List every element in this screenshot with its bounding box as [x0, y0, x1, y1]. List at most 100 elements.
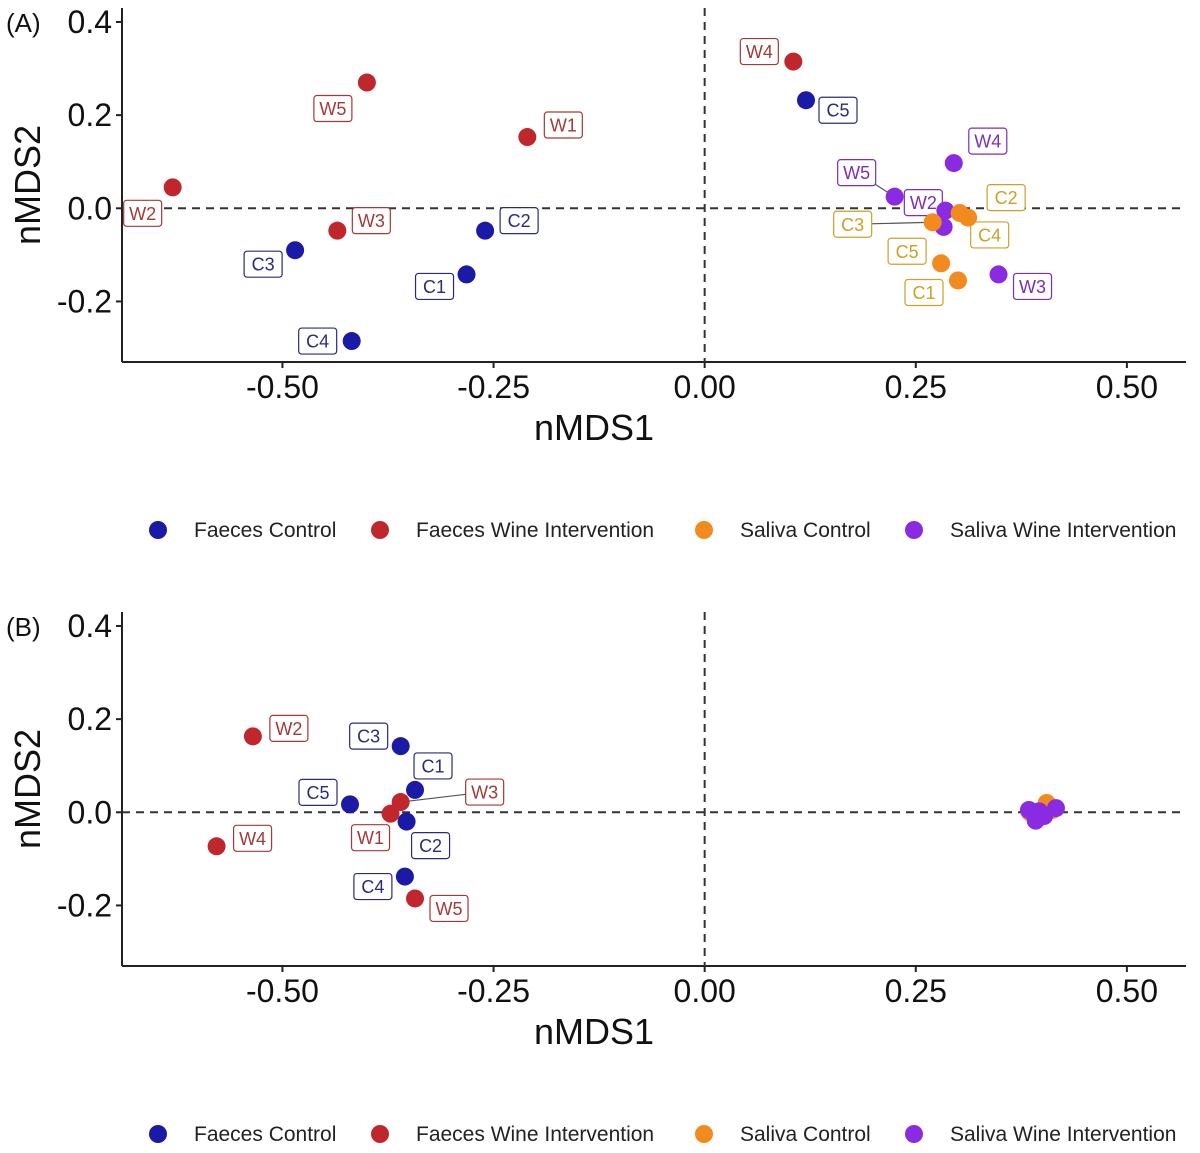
data-point-saliva-wine — [1046, 799, 1065, 818]
data-point-faeces-control — [406, 780, 425, 799]
point-label-box — [968, 127, 1008, 155]
x-tick-label: 0.25 — [885, 369, 947, 405]
legend-marker-saliva-control — [695, 1125, 713, 1143]
point-label: C3 — [357, 727, 380, 747]
data-point-faeces-wine — [328, 221, 347, 240]
point-label: C4 — [978, 225, 1001, 245]
point-label: C1 — [422, 756, 445, 776]
data-point-faeces-wine — [357, 73, 376, 92]
point-label: W3 — [1019, 277, 1046, 297]
data-point-faeces-wine — [381, 804, 400, 823]
data-point-faeces-control — [391, 737, 410, 756]
point-label: C2 — [508, 211, 531, 231]
legend-label: Faeces Wine Intervention — [416, 519, 654, 542]
legend-marker-saliva-control — [695, 521, 713, 539]
data-point-faeces-wine — [518, 128, 537, 147]
y-axis-title: nMDS2 — [7, 125, 48, 245]
legend-label: Faeces Wine Intervention — [416, 1123, 654, 1146]
legend-marker-saliva-wine — [905, 1125, 923, 1143]
point-label-box — [298, 327, 338, 355]
panel-label: (A) — [6, 8, 41, 38]
data-point-faeces-control — [286, 241, 305, 260]
point-label: W4 — [974, 132, 1001, 152]
legend: Faeces Control Faeces Wine Intervention Sa… — [149, 1123, 1176, 1146]
x-tick-label: 0.50 — [1096, 973, 1158, 1009]
data-points — [207, 727, 1065, 908]
point-label-box — [123, 199, 163, 227]
legend-label: Saliva Wine Intervention — [950, 519, 1176, 542]
legend-marker-faeces-control — [149, 521, 167, 539]
point-label-box — [986, 184, 1026, 212]
point-label-box — [351, 207, 391, 235]
data-point-saliva-wine — [936, 201, 955, 220]
point-label: C5 — [826, 101, 849, 121]
point-label-box — [413, 752, 453, 780]
point-label: C5 — [306, 783, 329, 803]
y-tick-label: -0.2 — [57, 887, 112, 923]
data-point-saliva-control — [932, 254, 951, 273]
point-label-box — [298, 778, 338, 806]
point-label-box — [349, 722, 389, 750]
point-label-box — [818, 96, 858, 124]
point-label: C4 — [306, 332, 329, 352]
data-point-faeces-control — [797, 91, 815, 110]
y-tick-label: 0.2 — [68, 97, 112, 133]
point-label: W2 — [910, 193, 937, 213]
data-point-saliva-wine — [885, 187, 904, 206]
point-label-box — [543, 111, 583, 139]
point-labels: W2 W5 W1 W3 W4 C3 C2 C1 C4 C5 W4 W5 W2 W3 C2 C3 C4 C5 C1 — [123, 37, 1053, 355]
data-point-saliva-wine — [989, 265, 1008, 284]
x-tick-label: 0.00 — [674, 369, 736, 405]
legend-marker-faeces-control — [149, 1125, 167, 1143]
point-label: C1 — [912, 283, 935, 303]
y-axis-title: nMDS2 — [7, 729, 48, 849]
x-tick-label: -0.50 — [246, 369, 319, 405]
y-tick-label: -0.2 — [57, 283, 112, 319]
point-label: W4 — [239, 829, 266, 849]
chart-panel-a: (A) -0.50 -0.25 0.00 0.25 0.50 -0.2 0.0 0.2 0.4 nM… — [6, 4, 1186, 542]
data-point-faeces-control — [457, 265, 476, 284]
point-label: W5 — [843, 163, 870, 183]
point-label: C1 — [423, 277, 446, 297]
data-point-faeces-wine — [406, 889, 425, 908]
x-tick-label: 0.50 — [1096, 369, 1158, 405]
point-label: W1 — [357, 828, 384, 848]
point-label-box — [414, 272, 455, 301]
y-tick-label: 0.0 — [68, 794, 112, 830]
data-point-faeces-wine — [207, 837, 226, 856]
data-point-saliva-control — [950, 203, 969, 222]
data-point-faeces-wine — [243, 727, 262, 746]
point-label: W5 — [436, 899, 463, 919]
x-tick-label: -0.50 — [246, 973, 319, 1009]
point-label-box — [350, 824, 391, 852]
x-axis-title: nMDS1 — [534, 407, 654, 448]
point-label: W3 — [471, 783, 498, 803]
x-tick-label: 0.25 — [885, 973, 947, 1009]
legend-label: Faeces Control — [194, 519, 336, 542]
point-label-box — [833, 210, 873, 238]
data-point-saliva-wine — [1030, 802, 1049, 821]
x-tick-label: 0.00 — [674, 973, 736, 1009]
point-label-box — [353, 872, 393, 901]
point-label-box — [970, 221, 1010, 249]
point-label-box — [243, 250, 283, 278]
y-tick-label: 0.4 — [68, 4, 112, 40]
data-point-faeces-control — [395, 867, 414, 886]
data-point-saliva-control — [949, 271, 967, 290]
point-label-box — [313, 94, 353, 123]
data-point-saliva-wine — [944, 154, 963, 173]
legend-label: Saliva Control — [740, 519, 871, 542]
data-point-faeces-wine — [163, 178, 182, 197]
point-label: W4 — [746, 42, 773, 62]
point-label: W1 — [550, 116, 577, 136]
data-point-saliva-control — [923, 213, 942, 232]
point-labels: W2 W4 W1 W3 W5 C3 C1 C5 C2 C4 — [232, 714, 505, 923]
point-label: C4 — [361, 877, 384, 897]
legend: Faeces Control Faeces Wine Intervention Sa… — [149, 519, 1176, 542]
data-point-faeces-wine — [391, 793, 410, 812]
point-label-box — [499, 207, 539, 235]
legend-label: Saliva Control — [740, 1123, 871, 1146]
data-point-faeces-control — [341, 795, 359, 814]
point-label-box — [739, 37, 779, 66]
